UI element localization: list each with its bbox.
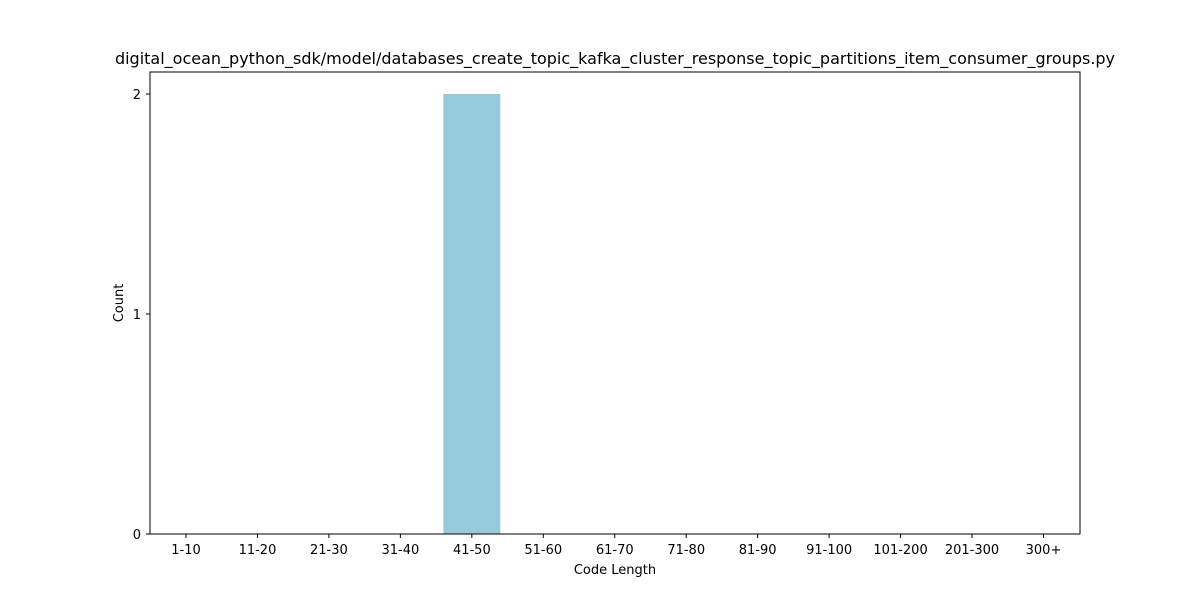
x-tick-label: 21-30 (310, 543, 348, 558)
chart-title: digital_ocean_python_sdk/model/databases… (115, 49, 1115, 69)
y-tick-label: 1 (133, 308, 141, 323)
x-tick-label: 201-300 (945, 543, 999, 558)
bars (443, 94, 501, 534)
x-tick-label: 1-10 (171, 543, 201, 558)
x-tick-label: 41-50 (453, 543, 491, 558)
x-tick-label: 81-90 (739, 543, 777, 558)
bar-41-50 (443, 94, 501, 534)
x-tick-label: 11-20 (239, 543, 277, 558)
x-axis: 1-10 11-20 21-30 31-40 41-50 51-60 61-70 71-80 8… (171, 534, 1061, 558)
x-tick-label: 51-60 (524, 543, 562, 558)
x-tick-label: 300+ (1026, 543, 1062, 558)
x-tick-label: 31-40 (381, 543, 419, 558)
x-tick-label: 71-80 (667, 543, 705, 558)
y-tick-label: 0 (133, 528, 141, 543)
y-axis: 0 1 2 (133, 88, 150, 543)
y-tick-label: 2 (133, 88, 141, 103)
x-tick-label: 101-200 (873, 543, 927, 558)
x-tick-label: 91-100 (806, 543, 852, 558)
x-axis-label: Code Length (574, 563, 656, 578)
y-axis-label: Count (112, 284, 127, 323)
x-tick-label: 61-70 (596, 543, 634, 558)
